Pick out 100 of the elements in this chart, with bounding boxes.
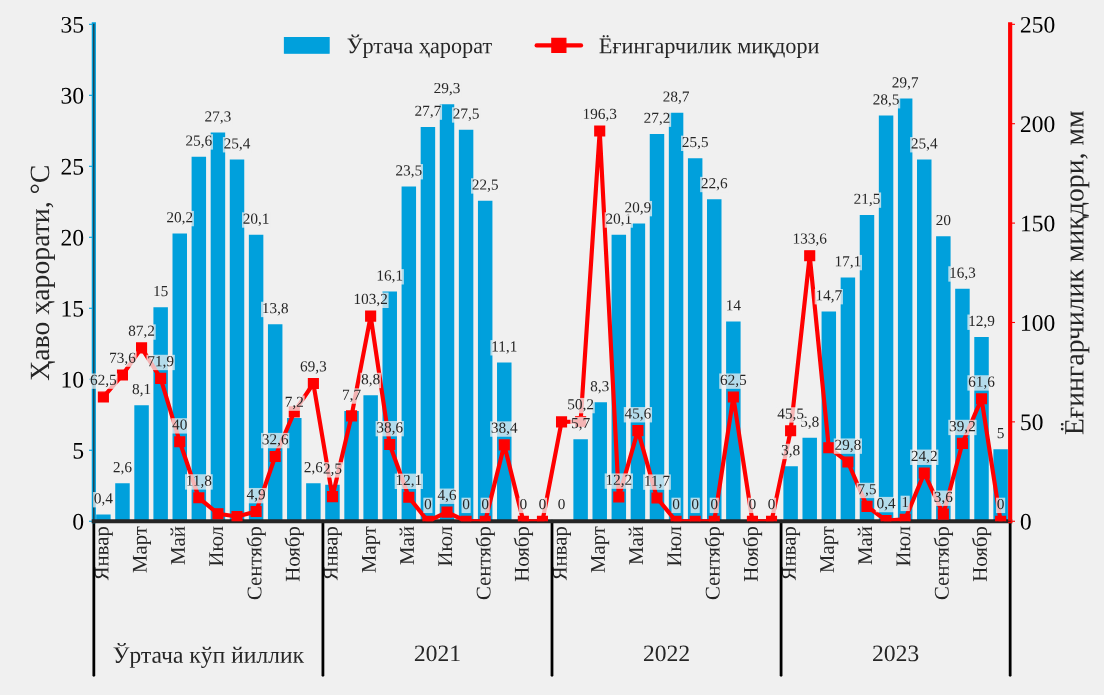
- y2-tick-label: 200: [1020, 116, 1055, 133]
- x-tick-label: Январ: [323, 526, 342, 581]
- x-tick-label: Май: [857, 526, 873, 565]
- y2-tick-label: 100: [1021, 314, 1055, 331]
- data-label: 5,7: [571, 418, 590, 431]
- data-label: 50,2: [568, 399, 594, 412]
- x-tick-label: Ноябр: [971, 526, 992, 582]
- data-label: 38,6: [377, 422, 403, 435]
- data-label: 14: [727, 300, 741, 311]
- data-label: 39,2: [949, 421, 975, 434]
- data-label: 20,2: [167, 212, 193, 225]
- data-label: 11,1: [492, 341, 517, 354]
- data-label: 20,1: [606, 213, 632, 227]
- data-label: 22,6: [701, 178, 728, 191]
- data-label: 17,1: [835, 256, 861, 269]
- data-label: 13,8: [263, 302, 288, 316]
- x-tick-label: Сентябр: [246, 526, 266, 600]
- data-label: 87,2: [128, 325, 155, 339]
- data-label: 8,3: [590, 381, 609, 394]
- data-label: 45,6: [624, 408, 651, 421]
- data-label: 29,3: [434, 82, 460, 96]
- data-label: 28,5: [873, 94, 899, 107]
- data-label: 0: [997, 498, 1004, 510]
- data-label: 2,6: [113, 462, 132, 475]
- data-label: 11,7: [645, 475, 670, 489]
- data-label: 15: [154, 286, 168, 297]
- data-label: 3,6: [934, 491, 953, 505]
- data-label: 0,4: [94, 493, 113, 506]
- data-label: 12,9: [969, 315, 995, 329]
- data-label: 23,5: [396, 165, 422, 178]
- data-label: 3,8: [781, 444, 800, 458]
- text: Ўртача кўп йиллик: [113, 642, 305, 668]
- data-label: 0: [481, 498, 489, 510]
- y-tick-label: 25: [61, 158, 84, 175]
- data-label: 2,5: [323, 463, 342, 476]
- data-label: 38,4: [491, 422, 518, 436]
- data-label: 22,5: [472, 179, 498, 192]
- data-label: 73,6: [110, 352, 136, 366]
- data-label: 8,1: [132, 383, 151, 397]
- data-label: 0: [462, 498, 470, 510]
- data-label: 14,7: [816, 290, 842, 303]
- data-label: 0: [539, 498, 546, 510]
- x-tick-label: Ноябр: [513, 526, 534, 582]
- x-tick-label: Январ: [552, 526, 571, 581]
- x-tick-label: Ноябр: [284, 526, 304, 582]
- x-tick-label: Июл: [209, 526, 224, 566]
- data-label: 69,3: [300, 361, 327, 374]
- data-label: 21,5: [854, 193, 880, 207]
- data-label: 25,6: [186, 135, 212, 148]
- x-tick-label: Июл: [667, 526, 682, 566]
- data-label: 0: [691, 498, 699, 510]
- x-tick-label: Март: [132, 526, 152, 573]
- y2-tick-label: 250: [1020, 16, 1055, 33]
- data-label: 0: [424, 498, 432, 510]
- x-tick-label: Май: [628, 526, 644, 565]
- data-label: 0: [711, 498, 718, 510]
- data-label: 7,7: [343, 389, 361, 403]
- x-tick-label: Июл: [896, 526, 911, 566]
- data-label: 25,4: [911, 138, 938, 151]
- data-label: 20: [936, 214, 951, 226]
- y-tick-label: 20: [61, 229, 84, 246]
- y-tick-label: 30: [61, 87, 84, 104]
- data-label: 0: [768, 498, 775, 510]
- y2-tick-label: 150: [1021, 215, 1055, 232]
- data-label: 24,2: [911, 450, 937, 464]
- x-tick-label: Сентябр: [475, 526, 495, 600]
- x-tick-label: Март: [362, 526, 381, 573]
- data-label: 25,5: [682, 136, 708, 150]
- data-label: 29,7: [892, 77, 919, 90]
- x-tick-label: Январ: [94, 526, 113, 581]
- data-label: 0: [558, 498, 565, 510]
- x-tick-label: Январ: [781, 526, 801, 581]
- data-label: 12,1: [396, 474, 422, 488]
- x-tick-label: Март: [820, 526, 839, 573]
- text: 2021: [414, 645, 460, 662]
- data-label: 5: [997, 428, 1004, 439]
- x-tick-label: Сентябр: [704, 526, 724, 600]
- data-label: 27,2: [644, 112, 670, 126]
- y-tick-label: 35: [61, 16, 84, 33]
- x-tick-label: Сентябр: [933, 526, 954, 600]
- data-label: 16,3: [950, 267, 976, 280]
- data-label: 61,6: [968, 376, 995, 389]
- data-label: 0: [749, 498, 756, 510]
- y-tick-label: 10: [62, 371, 84, 388]
- data-label: 1: [902, 496, 909, 508]
- data-label: 27,7: [415, 105, 441, 119]
- data-label: 20,9: [625, 202, 651, 215]
- x-tick-label: Май: [170, 526, 185, 565]
- data-label: 29,8: [835, 439, 861, 453]
- data-label: 32,6: [262, 434, 289, 447]
- data-label: 40: [172, 419, 187, 430]
- data-label: 196,3: [583, 108, 617, 122]
- data-label: 27,3: [205, 111, 231, 124]
- data-label: 27,5: [453, 108, 479, 121]
- x-tick-label: Ноябр: [742, 526, 763, 582]
- data-label: 71,9: [148, 356, 174, 369]
- x-tick-label: Май: [399, 526, 415, 565]
- data-label: 8,8: [361, 373, 380, 387]
- data-label: 28,7: [663, 91, 690, 104]
- data-label: 0: [520, 498, 527, 510]
